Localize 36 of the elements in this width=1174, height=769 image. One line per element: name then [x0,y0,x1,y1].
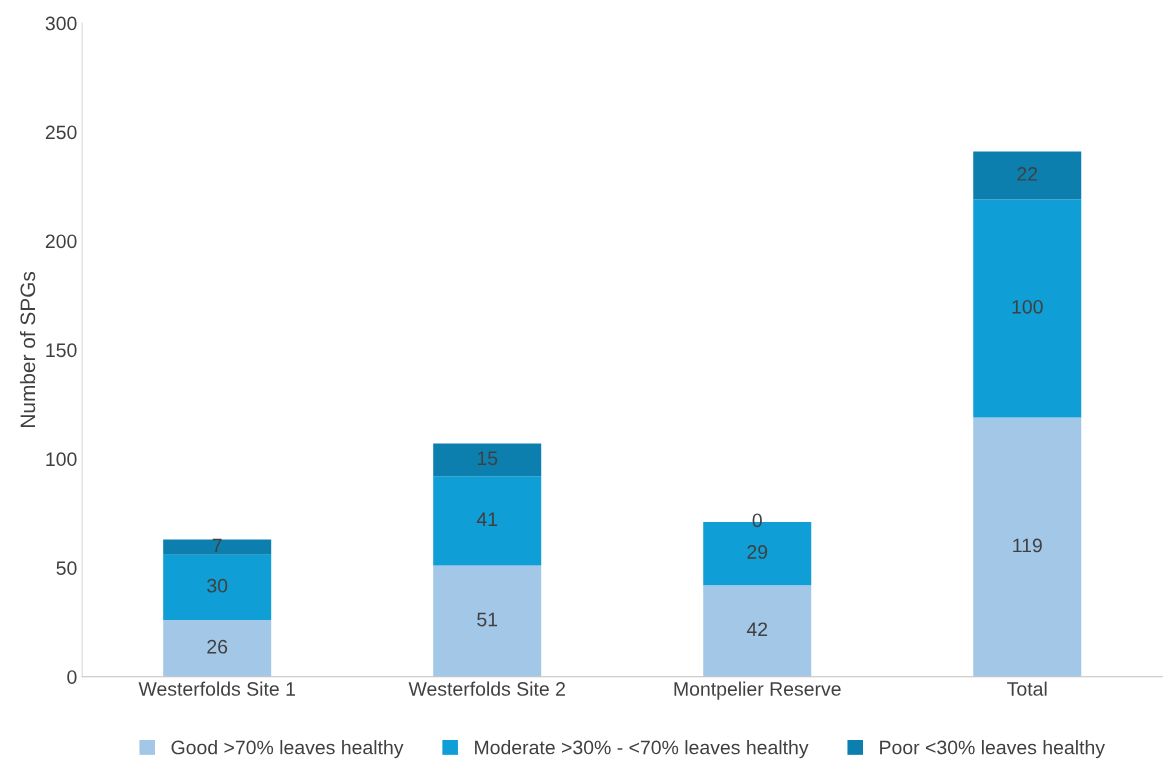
x-tick-label: Westerfolds Site 2 [408,681,565,696]
bar [973,199,1082,418]
bar [703,585,812,677]
bar [163,620,272,677]
data-label: 7 [212,538,222,553]
x-tick-label: Total [1007,681,1047,696]
y-tick-label: 300 [45,16,77,31]
data-label: 26 [207,639,228,654]
legend-label: Good >70% leaves healthy [171,740,404,759]
data-label: 29 [747,545,768,559]
bar [973,151,1082,200]
y-tick-label: 100 [46,452,77,467]
y-tick-label: 0 [67,670,77,684]
bar [433,565,542,677]
bar [433,476,542,566]
bar [973,417,1082,677]
x-tick-label: Montpelier Reserve [674,681,841,700]
bar [163,554,272,621]
y-tick-label: 200 [45,234,77,249]
data-label: 15 [477,451,498,466]
legend-label: Poor <30% leaves healthy [880,740,1105,759]
y-tick-label: 50 [56,561,77,576]
bar [433,443,542,477]
x-tick-label: Westerfolds Site 1 [138,681,295,696]
legend-label: Moderate >30% - <70% leaves healthy [475,740,809,759]
y-axis-title: Number of SPGs [19,271,36,427]
y-tick-label: 150 [46,343,77,358]
data-label: 100 [1012,299,1043,314]
y-tick-label: 250 [45,125,77,140]
data-label: 51 [477,612,498,627]
data-label: 119 [1013,538,1042,553]
data-label: 30 [207,578,228,593]
data-label: 22 [1017,167,1038,181]
data-label: 42 [746,622,768,636]
data-label: 41 [476,512,498,526]
bar [163,539,272,555]
